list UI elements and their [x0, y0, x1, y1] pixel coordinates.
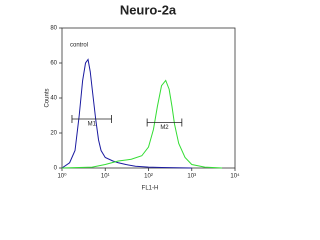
- gate-label: M1: [88, 122, 97, 128]
- y-tick-label: 80: [50, 26, 57, 32]
- gate-label: M2: [160, 125, 169, 131]
- series-line: [61, 79, 223, 169]
- x-axis-label: FL1-H: [142, 186, 159, 192]
- x-tick-label: 10⁴: [230, 173, 240, 180]
- x-tick-label: 10⁰: [57, 173, 67, 180]
- y-tick-label: 40: [50, 96, 57, 102]
- x-tick-label: 10¹: [101, 174, 110, 180]
- series-line: [61, 58, 192, 169]
- chart: Neuro-2a FL1-H Counts 10⁰ 10¹ 10² 10³ 10⁴ 0 20…: [45, 2, 240, 192]
- y-axis-label: Counts: [45, 88, 51, 107]
- y-tick-label: 0: [54, 166, 58, 172]
- y-tick-label: 60: [50, 61, 57, 67]
- series-label: control: [70, 43, 88, 49]
- x-tick-label: 10³: [187, 174, 196, 180]
- chart-title: Neuro-2a: [120, 2, 177, 17]
- x-tick-label: 10²: [144, 174, 153, 180]
- y-tick-label: 20: [50, 131, 57, 137]
